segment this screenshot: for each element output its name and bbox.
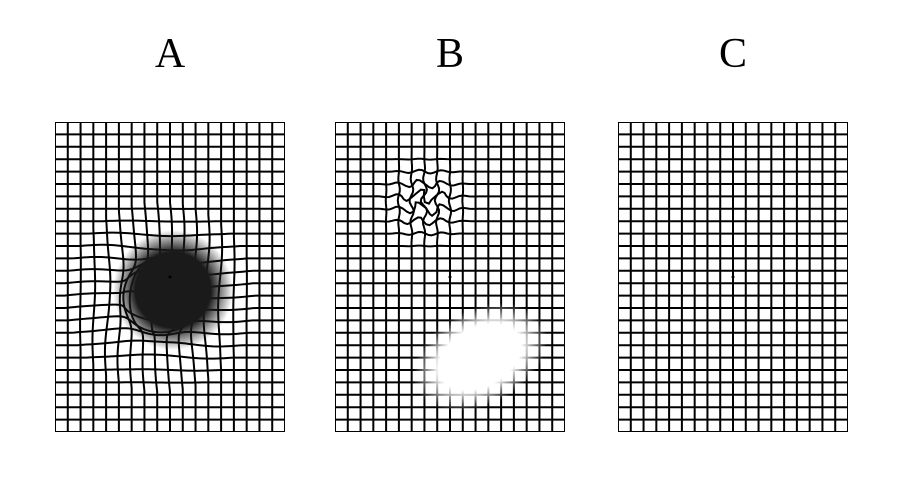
panel-a-grid [55,122,285,432]
panel-a-label: A [155,30,185,78]
panel-a: A [55,30,285,432]
panel-b: B [335,30,565,432]
panel-c-grid [618,122,848,432]
panel-c: C [618,30,848,432]
amsler-diagram-container: A B C [0,0,900,500]
panel-b-grid [335,122,565,432]
panel-c-label: C [719,30,747,78]
panel-b-label: B [436,30,464,78]
